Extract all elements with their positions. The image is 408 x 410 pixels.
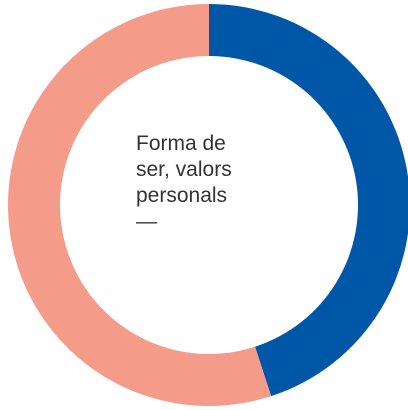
chart-title: Forma de ser, valors personals xyxy=(136,132,232,207)
center-label: Forma de ser, valors personals — xyxy=(136,131,261,235)
donut-segment xyxy=(209,4,408,397)
subtitle: — xyxy=(136,210,157,233)
donut-segment xyxy=(7,4,272,406)
